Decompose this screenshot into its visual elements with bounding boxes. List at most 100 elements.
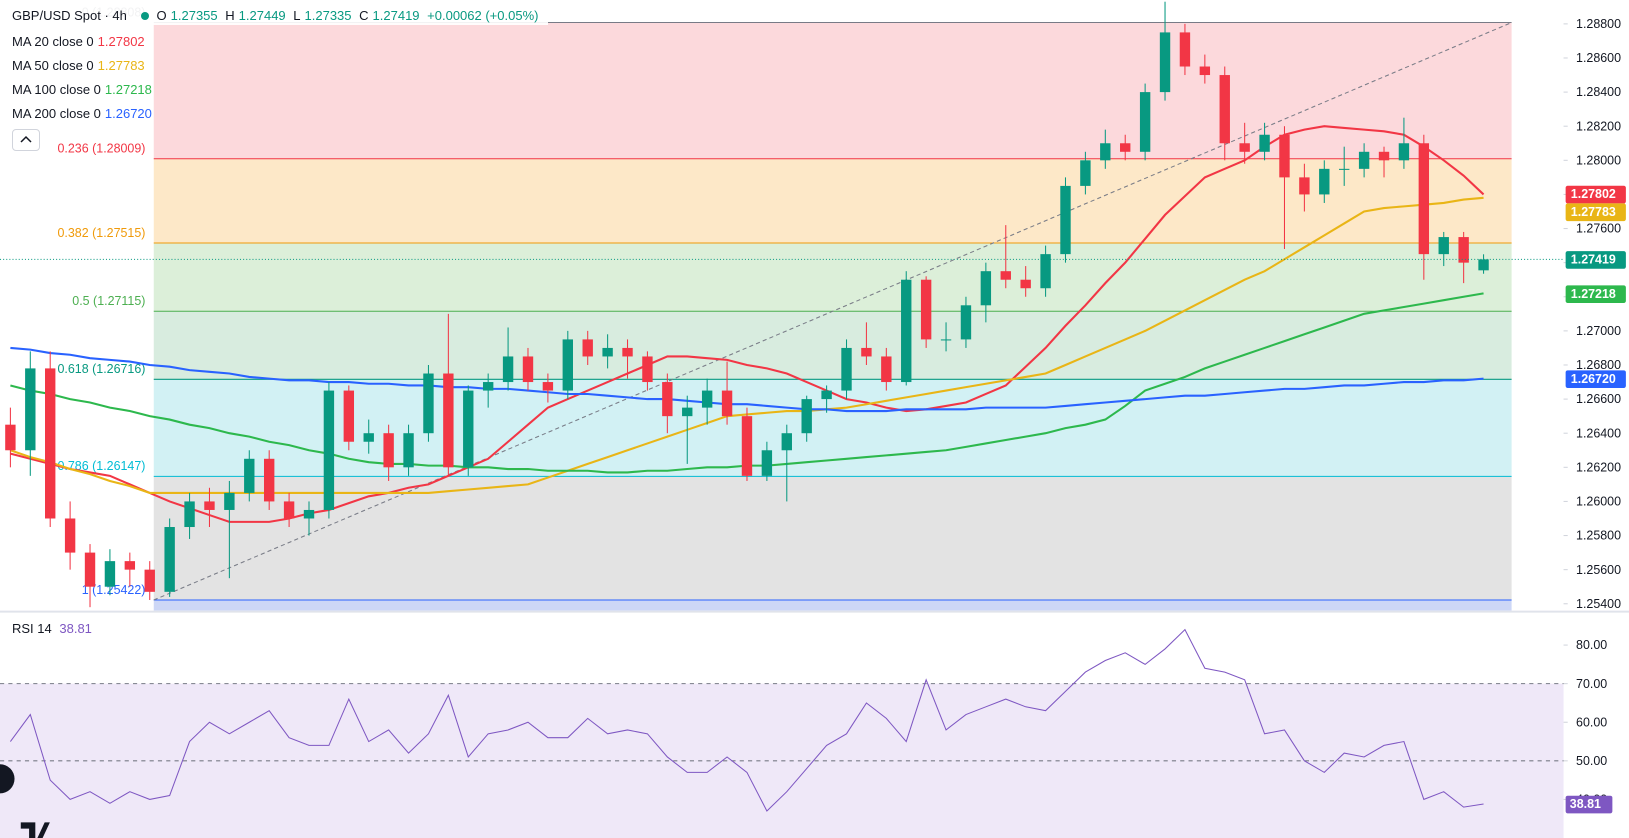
candle-body: [662, 382, 673, 417]
candle-body: [502, 356, 514, 383]
fib-label: 0.786 (1.26147): [57, 459, 145, 473]
price-tag-label: 1.27218: [1571, 287, 1616, 301]
y-tick-label: 1.28400: [1576, 85, 1621, 99]
candle-body: [64, 518, 76, 553]
fib-label: 0.382 (1.27515): [57, 226, 145, 240]
candle-body: [881, 356, 892, 383]
candle-body: [582, 339, 593, 357]
ohlc-label: L: [293, 8, 301, 23]
candle-body: [423, 373, 434, 434]
candle-body: [1299, 177, 1310, 195]
ohlc-label: O: [156, 8, 167, 23]
candle-body: [602, 347, 613, 357]
y-tick-label: 1.27600: [1576, 222, 1621, 236]
fib-trend-line: [153, 22, 1512, 601]
indicator-legend[interactable]: MA 50 close 0 1.27783: [12, 58, 149, 73]
candle-body: [25, 368, 36, 451]
price-tag-label: 1.27783: [1571, 205, 1616, 219]
rsi-tick-label: 70.00: [1576, 677, 1607, 691]
candle-body: [1378, 151, 1390, 161]
candle-body: [1458, 237, 1469, 263]
rsi-title: RSI 14: [12, 621, 52, 636]
candle-body: [1040, 254, 1051, 289]
candle-body: [403, 433, 414, 468]
candle-body: [1279, 134, 1290, 178]
candle-body: [960, 305, 972, 340]
price-tag-label: 1.26720: [1571, 372, 1616, 386]
candle-body: [204, 501, 215, 510]
price-tag-label: 1.27802: [1571, 187, 1616, 201]
candle-body: [761, 450, 773, 476]
price-tag: [1565, 203, 1626, 222]
candle-body: [463, 390, 474, 468]
candle-body: [1239, 143, 1250, 152]
y-tick-label: 1.28600: [1576, 51, 1621, 65]
indicator-legend[interactable]: MA 20 close 0 1.27802: [12, 34, 149, 49]
candle-body: [841, 347, 852, 391]
candle-body: [84, 552, 96, 587]
candle-body: [45, 368, 56, 519]
indicator-name: MA 200 close 0: [12, 106, 101, 121]
candle-body: [721, 390, 733, 417]
y-tick-label: 1.28000: [1576, 153, 1621, 167]
candle-body: [1418, 143, 1430, 255]
candle-body: [622, 347, 633, 357]
fib-label: 0.236 (1.28009): [57, 142, 145, 156]
candle-body: [1219, 75, 1230, 144]
moving-average-line: [10, 346, 1484, 413]
indicator-value: 1.26720: [104, 106, 152, 121]
fib-label: 0.618 (1.26716): [57, 362, 145, 376]
candle-body: [5, 424, 16, 451]
y-tick-label: 1.27000: [1576, 324, 1621, 338]
candle-body: [104, 561, 116, 587]
y-tick-label: 1.26200: [1576, 460, 1621, 474]
candle-body: [244, 458, 255, 493]
candle-body: [1000, 271, 1011, 280]
candle-body: [383, 433, 394, 468]
price-tag: [1565, 370, 1626, 388]
logo: [20, 822, 50, 838]
candle-body: [224, 492, 235, 510]
indicator-legend[interactable]: MA 200 close 0 1.26720: [12, 106, 156, 121]
ohlc-value: 1.27335: [304, 8, 352, 23]
ohlc-label: H: [225, 8, 235, 23]
indicator-value: 1.27218: [104, 82, 152, 97]
candle-body: [1179, 32, 1191, 67]
candle-body: [781, 433, 792, 451]
fib-label: 0.5 (1.27115): [72, 294, 145, 308]
change: +0.00062 (+0.05%): [427, 8, 539, 23]
rsi-tag: [1565, 795, 1613, 814]
candle-body: [980, 271, 992, 306]
candle-body: [1139, 92, 1151, 152]
indicator-name: MA 50 close 0: [12, 58, 94, 73]
rsi-legend[interactable]: RSI 14 38.81: [12, 621, 96, 636]
candle-body: [1199, 66, 1211, 76]
candle-body: [1358, 151, 1370, 169]
indicator-value: 1.27802: [97, 34, 145, 49]
fib-zone: [153, 311, 1512, 380]
indicator-value: 1.27783: [97, 58, 145, 73]
indicator-legend[interactable]: MA 100 close 0 1.27218: [12, 82, 156, 97]
candle-body: [124, 561, 136, 570]
candle-body: [303, 509, 315, 519]
indicator-name: MA 100 close 0: [12, 82, 101, 97]
collapse-button[interactable]: [12, 129, 40, 151]
candle-body: [522, 356, 534, 383]
candle-body: [323, 390, 335, 510]
candle-body: [861, 347, 872, 357]
fib-zone: [153, 600, 1512, 611]
candle-body: [542, 382, 554, 391]
candle-body: [164, 527, 175, 592]
y-tick-label: 1.26600: [1576, 392, 1621, 406]
price-axis: [1563, 0, 1629, 838]
candle-body: [443, 373, 454, 468]
candle-body: [1319, 168, 1330, 195]
candle-body: [1100, 143, 1111, 161]
candle-body: [1339, 168, 1350, 170]
y-tick-label: 1.25400: [1576, 597, 1621, 611]
ohlc-label: C: [359, 8, 369, 23]
candle-body: [1478, 259, 1489, 271]
y-tick-label: 1.28800: [1576, 17, 1621, 31]
y-tick-label: 1.26000: [1576, 495, 1621, 509]
